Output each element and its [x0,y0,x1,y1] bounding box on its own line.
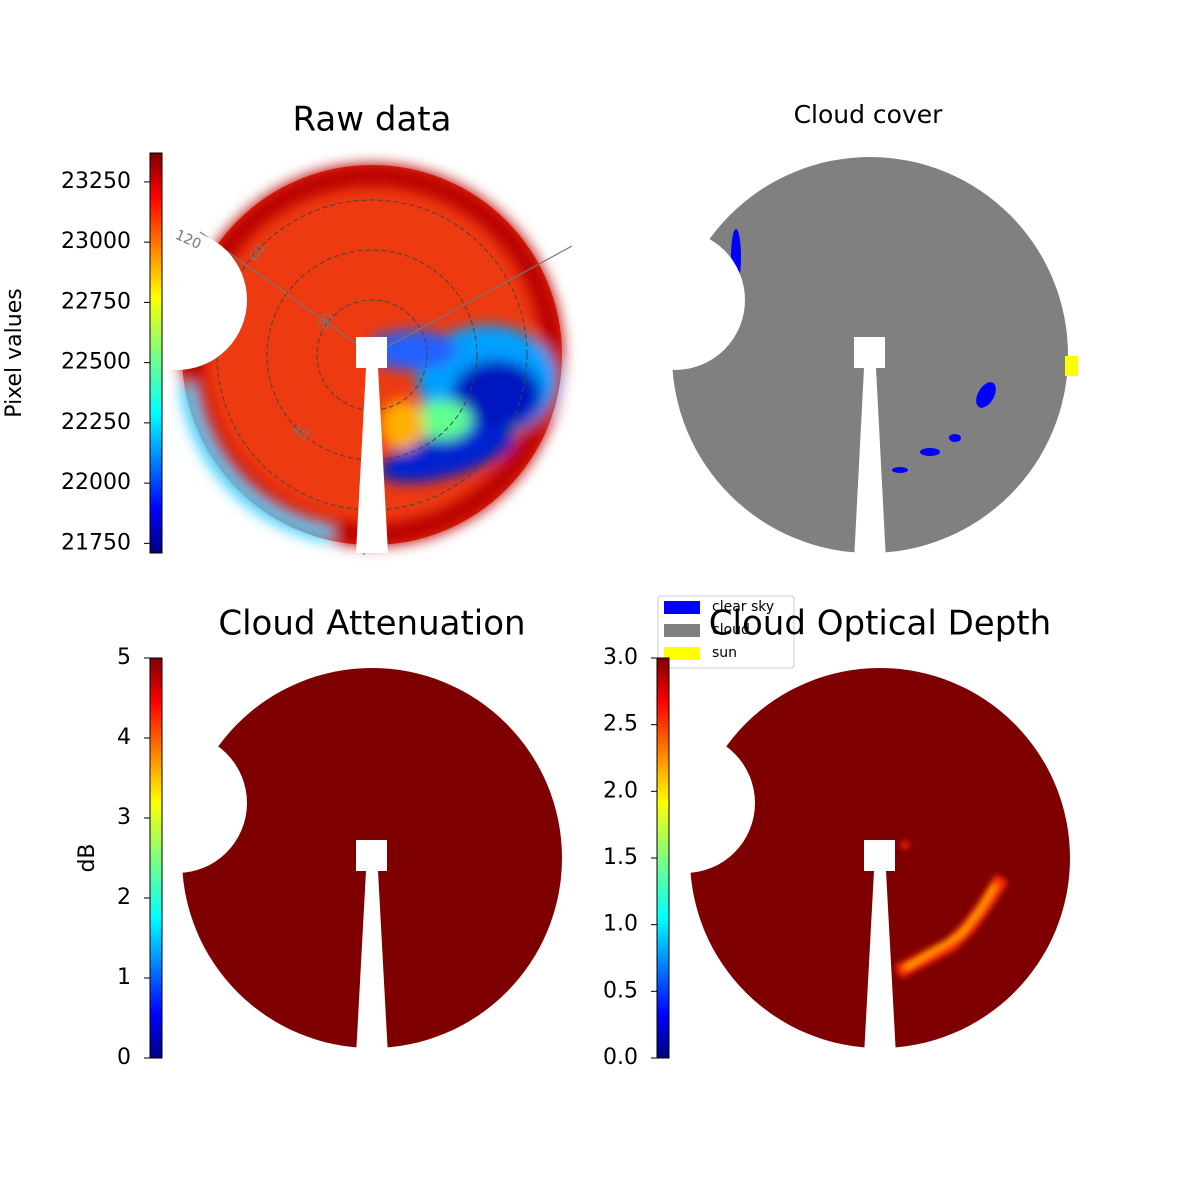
colorbar-label: Pixel values [2,288,27,417]
colorbar-tick-label: 0.0 [603,1045,638,1070]
colorbar-tick-label: 23000 [61,229,131,254]
raw-texture [180,164,563,546]
legend-swatch [664,601,700,614]
raw-blob [367,330,457,370]
polar-label: 40 [288,422,311,445]
colorbar-tick-label: 22250 [61,410,131,435]
colorbar-tick-label: 21750 [61,530,131,555]
colorbar-tick-label: 22750 [61,289,131,314]
mask-arm [854,368,886,561]
mask-arm [864,871,896,1056]
colorbar-tick-label: 2 [117,885,131,910]
raw-blob [412,400,472,440]
colorbar-tick-label: 0 [117,1045,131,1070]
sun-patch [1065,356,1078,376]
colorbar-tick-label: 5 [117,645,131,670]
colorbar-tick-label: 3.0 [603,645,638,670]
colorbar-tick-label: 3 [117,805,131,830]
cod-streak-inner [903,883,998,971]
legend-label: cloud [712,622,750,638]
clear-patch [976,382,996,408]
clear-patch [920,448,940,456]
cod-streak [894,841,1008,979]
mask-notch [107,733,247,873]
colorbar-tick-label: 2.5 [603,712,638,737]
colorbar [656,657,670,1059]
colorbar [149,152,163,554]
cod-spot [901,841,909,849]
colorbar [149,657,163,1059]
polar-spoke [199,231,373,356]
colorbar-tick-label: 1 [117,965,131,990]
panel-title: Cloud Optical Depth [709,604,1051,644]
mask-arm [356,368,388,553]
raw-blob [379,427,515,483]
colorbar-tick-label: 4 [117,725,131,750]
mask-arm [864,840,895,871]
legend: clear sky cloud sun [657,595,795,669]
mask-arm [854,337,885,368]
clear-patch [949,434,961,442]
colorbar-label: dB [75,843,100,872]
colorbar-tick-label: 22500 [61,350,131,375]
raw-blob [380,400,424,450]
clear-patch [892,467,908,473]
polar-label: 20 [315,310,337,333]
panel-title: Cloud cover [794,100,944,129]
mask-notch [615,733,755,873]
mask-notch [605,230,745,370]
panel-title: Cloud Attenuation [218,604,525,644]
raw-blob [452,360,542,430]
mask-arm [356,871,388,1056]
panel-title: Raw data [293,100,452,140]
legend-swatch [664,647,700,660]
legend-label: clear sky [712,599,774,615]
legend-label: sun [712,645,737,661]
raw-edge [180,384,334,542]
mask-arm [356,840,387,871]
polar-spoke [371,245,573,356]
colorbar-tick-label: 23250 [61,169,131,194]
mask-arm [356,337,387,368]
colorbar-tick-label: 2.0 [603,778,638,803]
colorbar-tick-label: 1.0 [603,912,638,937]
legend-swatch [664,624,700,637]
polar-grid [316,299,428,411]
colorbar-tick-label: 0.5 [603,978,638,1003]
mask-notch [107,230,247,370]
polar-label: 60 [247,241,269,264]
colorbar-tick-label: 1.5 [603,845,638,870]
colorbar-tick-label: 22000 [61,470,131,495]
